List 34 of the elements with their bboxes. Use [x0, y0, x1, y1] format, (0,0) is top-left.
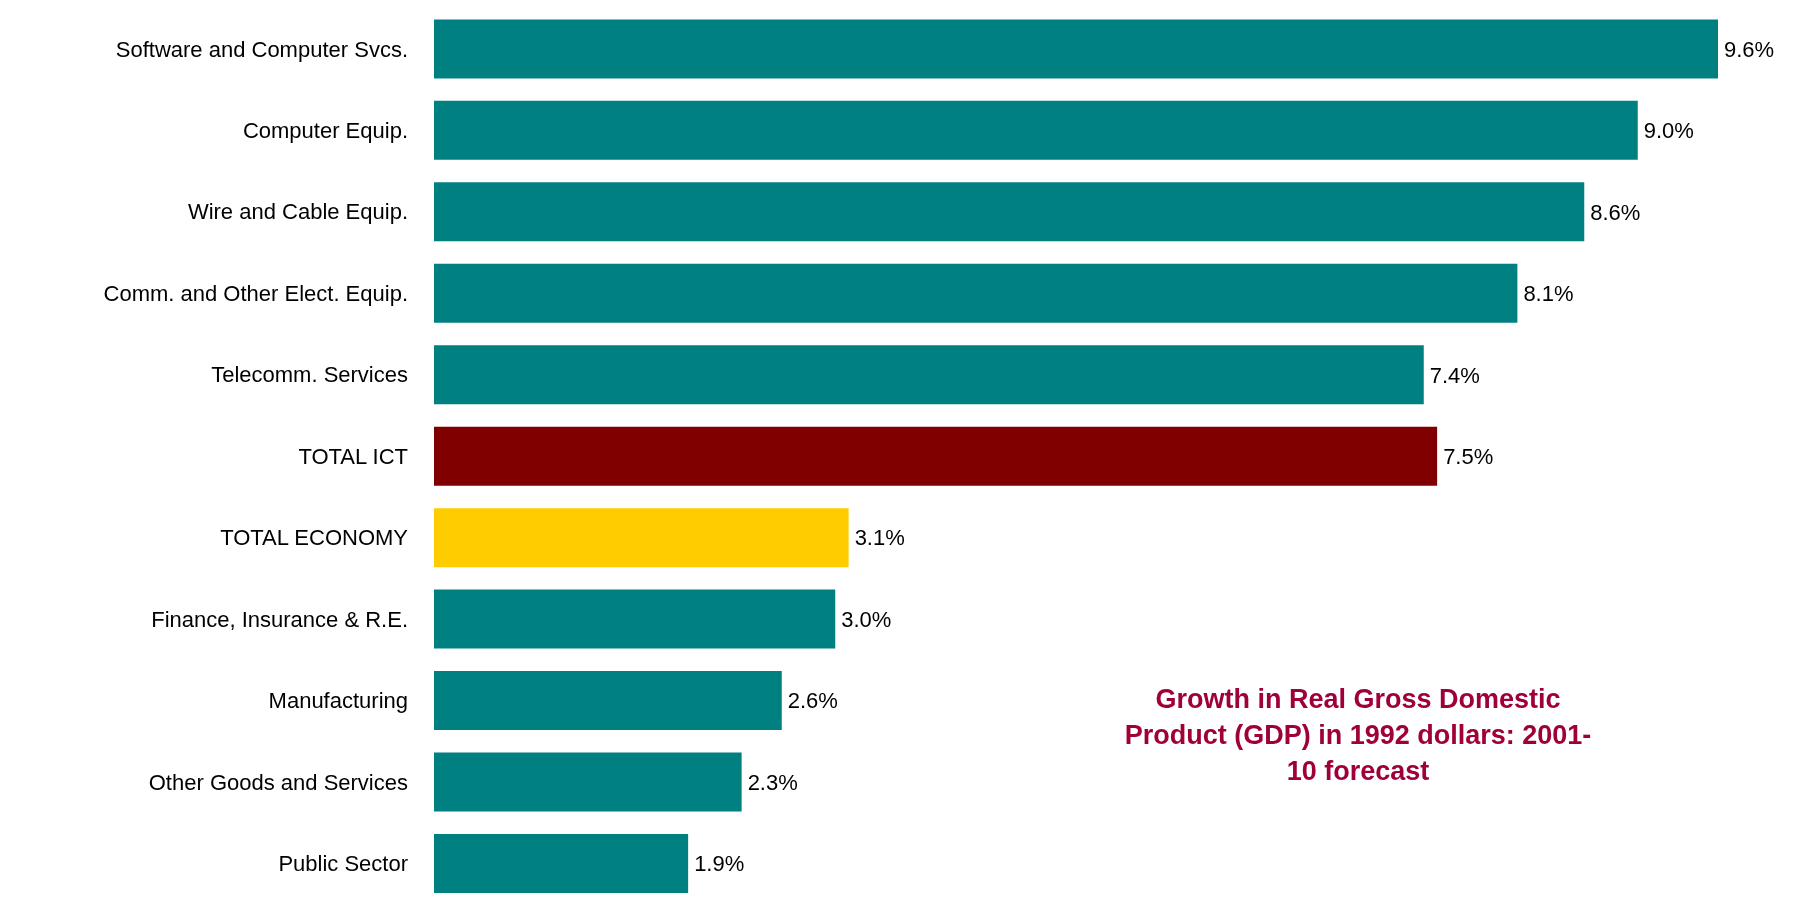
- y-tick-label: Wire and Cable Equip.: [187, 199, 408, 225]
- bar: [434, 345, 1424, 405]
- y-tick-label: Software and Computer Svcs.: [115, 36, 408, 62]
- data-label: 8.1%: [1523, 281, 1574, 307]
- y-tick-label: TOTAL ICT: [298, 443, 408, 469]
- y-tick-label: Comm. and Other Elect. Equip.: [103, 280, 408, 306]
- bar: [434, 100, 1638, 160]
- data-label: 3.1%: [854, 525, 905, 551]
- data-label: 2.3%: [747, 769, 798, 795]
- bar: [434, 182, 1585, 242]
- bar: [434, 426, 1438, 486]
- data-label: 7.4%: [1429, 362, 1480, 388]
- bar: [434, 833, 689, 893]
- y-tick-label: Computer Equip.: [242, 117, 408, 143]
- data-label: 2.6%: [787, 688, 838, 714]
- y-tick-label: Other Goods and Services: [148, 769, 408, 795]
- bar: [434, 19, 1718, 79]
- bar: [434, 589, 836, 649]
- data-label: 9.6%: [1724, 36, 1775, 62]
- bar: [434, 752, 742, 812]
- text: Growth in Real Gross Domestic Product (GDP) in 1992 dollars: 2001-10 forecast: [1123, 683, 1593, 788]
- data-label: 9.0%: [1643, 118, 1694, 144]
- y-tick-label: TOTAL ECONOMY: [220, 525, 409, 551]
- data-label: 1.9%: [694, 851, 745, 877]
- bar: [434, 671, 782, 731]
- data-label: 3.0%: [841, 606, 892, 632]
- bar: [434, 508, 849, 568]
- y-tick-label: Telecomm. Services: [211, 362, 408, 388]
- y-tick-label: Public Sector: [278, 851, 408, 877]
- data-label: 7.5%: [1443, 443, 1494, 469]
- y-tick-label: Finance, Insurance & R.E.: [151, 606, 408, 632]
- bar: [434, 263, 1518, 323]
- y-tick-label: Manufacturing: [268, 688, 408, 714]
- data-label: 8.6%: [1590, 199, 1641, 225]
